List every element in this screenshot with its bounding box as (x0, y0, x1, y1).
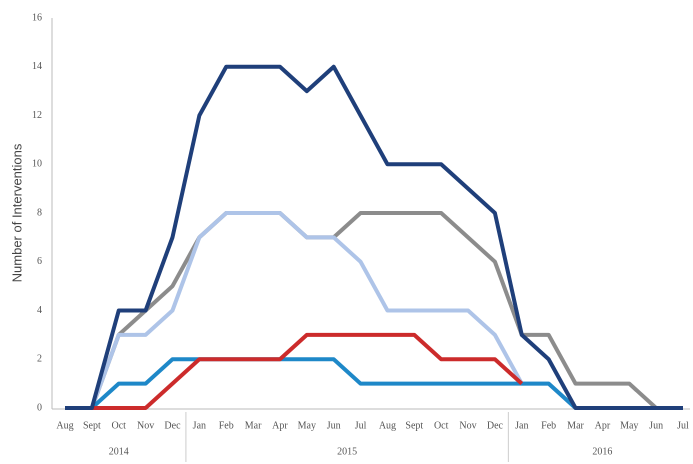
y-tick-label: 2 (37, 354, 42, 365)
x-tick-label: Aug (379, 420, 396, 431)
x-tick-label: Sept (83, 420, 101, 431)
x-tick-label: May (620, 420, 638, 431)
y-tick-label: 12 (32, 110, 42, 121)
y-tick-label: 6 (37, 256, 42, 267)
x-tick-label: Nov (459, 420, 476, 431)
x-tick-label: Jun (327, 420, 341, 431)
y-tick-label: 16 (32, 12, 42, 23)
y-tick-label: 4 (37, 305, 42, 316)
x-tick-label: Nov (137, 420, 154, 431)
x-tick-label: Feb (541, 420, 556, 431)
x-tick-label: Aug (56, 420, 73, 431)
y-tick-label: 0 (37, 402, 42, 413)
x-tick-label: Feb (219, 420, 234, 431)
x-tick-label: Mar (567, 420, 584, 431)
year-label: 2016 (592, 446, 612, 457)
y-tick-label: 8 (37, 207, 42, 218)
x-tick-label: Apr (272, 420, 288, 431)
x-tick-label: Jul (677, 420, 689, 431)
series-line (65, 64, 683, 410)
x-tick-label: Mar (245, 420, 262, 431)
x-tick-label: Oct (434, 420, 449, 431)
y-tick-label: 14 (32, 61, 42, 72)
x-tick-label: Jun (649, 420, 663, 431)
y-axis-label: Number of Interventions (9, 143, 24, 282)
x-tick-label: Dec (487, 420, 504, 431)
x-tick-label: Jul (355, 420, 367, 431)
x-tick-label: Sept (405, 420, 423, 431)
x-tick-label: Jan (515, 420, 528, 431)
series-line (65, 211, 683, 410)
year-label: 2015 (337, 446, 357, 457)
year-label: 2014 (109, 446, 129, 457)
x-tick-label: Dec (164, 420, 181, 431)
y-tick-label: 10 (32, 159, 42, 170)
x-tick-label: Apr (595, 420, 611, 431)
x-tick-label: Oct (112, 420, 127, 431)
x-tick-label: Jan (193, 420, 206, 431)
series-line (65, 211, 683, 410)
series-line (91, 332, 524, 410)
x-tick-label: May (298, 420, 316, 431)
